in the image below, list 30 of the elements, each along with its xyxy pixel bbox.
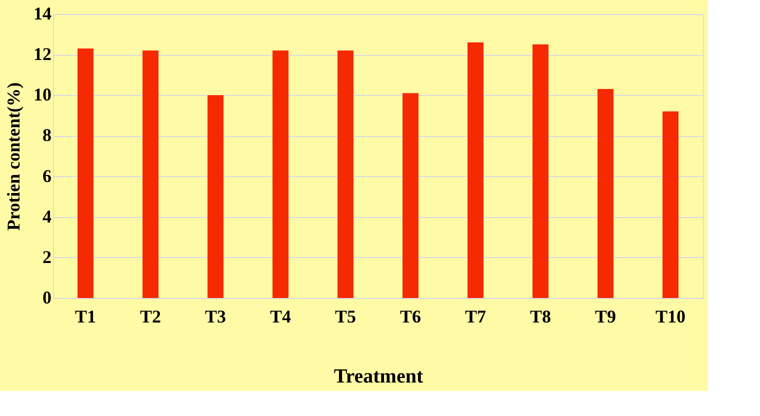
bar [208,95,224,298]
x-tick-label: T2 [140,306,162,326]
bar [468,42,484,298]
y-axis-title: Protien content(%) [4,82,24,231]
y-tick-label: 14 [34,4,52,24]
bar [532,44,548,298]
bar [78,48,94,298]
bar [338,50,354,298]
y-tick-label: 2 [42,246,52,267]
x-tick-label: T4 [270,306,292,326]
y-tick-label: 10 [34,84,52,105]
bar [142,50,158,298]
x-tick-label: T3 [204,306,226,326]
x-tick-label: T10 [655,306,686,326]
x-tick-label: T6 [400,306,422,326]
x-tick-label: T8 [530,306,552,326]
bar [272,50,288,298]
x-axis-title: Treatment [334,366,424,388]
x-tick-label: T1 [74,306,96,326]
y-tick-label: 8 [42,125,52,146]
bar [402,93,418,298]
y-tick-label: 4 [42,206,52,226]
x-tick-label: T9 [594,306,616,326]
y-tick-label: 12 [34,44,52,64]
x-tick-label: T5 [334,306,356,326]
y-tick-label: 6 [42,166,52,186]
bar [662,111,678,298]
bar [598,89,614,298]
y-tick-label: 0 [42,288,52,308]
x-tick-label: T7 [464,306,486,326]
